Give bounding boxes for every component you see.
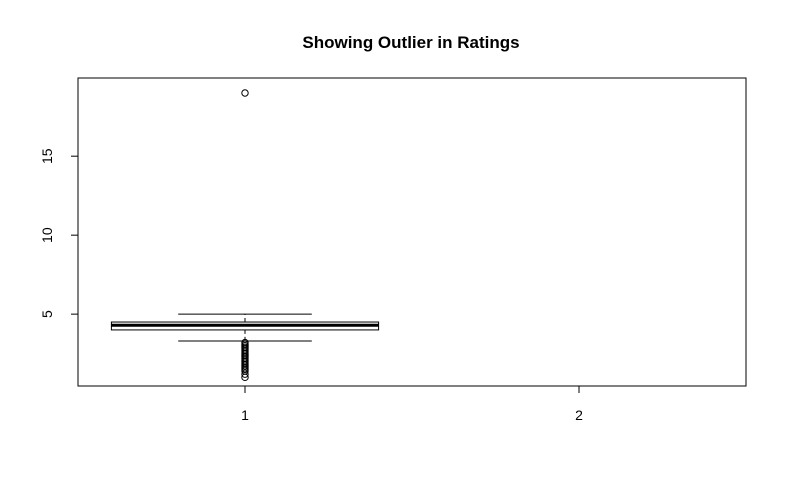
plot-frame (77, 77, 747, 387)
boxplot-series (110, 89, 380, 382)
x-tick-label: 1 (241, 407, 249, 423)
y-tick-label: 10 (39, 227, 55, 243)
outlier-point (241, 373, 249, 382)
x-tick-label: 2 (575, 407, 583, 423)
y-tick-label: 15 (39, 148, 55, 164)
chart-title: Showing Outlier in Ratings (302, 33, 519, 52)
y-tick-label: 5 (39, 310, 55, 318)
outlier-point (241, 89, 249, 97)
y-axis: 5 10 15 (39, 148, 79, 318)
outlier-point (241, 370, 249, 378)
